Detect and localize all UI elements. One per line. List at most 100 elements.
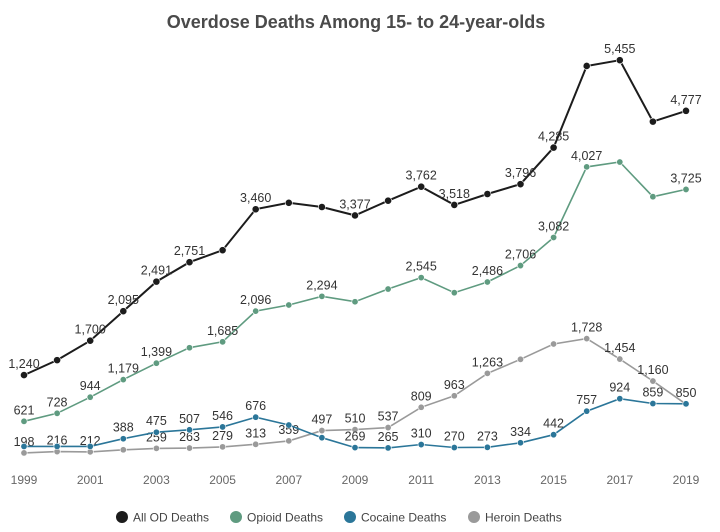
data-point	[252, 440, 260, 448]
data-point	[417, 441, 425, 449]
data-point	[252, 307, 260, 315]
data-point	[152, 277, 161, 286]
data-point	[20, 442, 28, 450]
data-label: 475	[146, 414, 167, 428]
data-label: 2,545	[406, 260, 437, 274]
data-label: 1,160	[637, 363, 668, 377]
x-tick-label: 1999	[11, 473, 38, 487]
data-point	[285, 421, 293, 429]
data-label: 310	[411, 427, 432, 441]
data-point	[616, 158, 624, 166]
data-point	[384, 444, 392, 452]
data-label: 859	[642, 386, 663, 400]
data-label: 2,491	[141, 264, 172, 278]
data-point	[450, 444, 458, 452]
data-point	[582, 62, 591, 70]
legend-marker	[468, 511, 480, 523]
data-label: 1,179	[108, 362, 139, 376]
data-label: 1,700	[75, 323, 106, 337]
data-label: 4,027	[571, 149, 602, 163]
data-label: 2,751	[174, 244, 205, 258]
data-label: 1,685	[207, 324, 238, 338]
x-tick-label: 2009	[342, 473, 369, 487]
data-point	[450, 289, 458, 297]
data-label: 4,285	[538, 130, 569, 144]
data-label: 507	[179, 412, 200, 426]
data-point	[152, 444, 160, 452]
legend-marker	[230, 511, 242, 523]
data-label: 1,399	[141, 345, 172, 359]
data-label: 4,777	[670, 93, 701, 107]
data-label: 279	[212, 429, 233, 443]
data-label: 442	[543, 417, 564, 431]
data-label: 334	[510, 425, 531, 439]
data-label: 3,796	[505, 166, 536, 180]
data-point	[616, 355, 624, 363]
data-label: 5,455	[604, 42, 635, 56]
data-label: 216	[47, 434, 68, 448]
data-point	[649, 400, 657, 408]
data-label: 2,706	[505, 248, 536, 262]
data-point	[583, 407, 591, 415]
data-point	[483, 369, 491, 377]
data-point	[450, 201, 459, 209]
data-point	[583, 335, 591, 343]
data-point	[351, 298, 359, 306]
data-point	[384, 424, 392, 432]
data-point	[285, 437, 293, 445]
data-label: 850	[676, 386, 697, 400]
data-label: 2,294	[306, 278, 337, 292]
data-point	[285, 301, 293, 309]
data-label: 3,725	[670, 171, 701, 185]
legend-label: Opioid Deaths	[247, 511, 323, 525]
data-point	[186, 344, 194, 352]
data-point	[20, 371, 28, 379]
data-label: 2,486	[472, 264, 503, 278]
data-label: 510	[345, 412, 366, 426]
data-point	[318, 434, 326, 442]
data-label: 497	[311, 413, 332, 427]
data-point	[417, 274, 425, 282]
data-point	[20, 417, 28, 425]
legend-label: All OD Deaths	[133, 511, 209, 525]
data-point	[53, 409, 61, 417]
data-point	[483, 443, 491, 451]
data-point	[384, 285, 392, 293]
data-point	[218, 246, 227, 255]
data-point	[483, 190, 492, 198]
data-point	[119, 435, 127, 443]
legend-item[interactable]: Heroin Deaths	[468, 511, 562, 525]
data-point	[649, 377, 657, 385]
data-point	[152, 428, 160, 436]
data-point	[251, 205, 260, 214]
data-point	[318, 292, 326, 300]
legend-item[interactable]: Cocaine Deaths	[344, 511, 446, 525]
data-point	[682, 106, 690, 115]
data-label: 3,082	[538, 219, 569, 233]
data-point	[86, 442, 94, 450]
data-label: 2,096	[240, 293, 271, 307]
series-cocaine-deaths: 388 475 507 546 676 269 265 310 270 273 334 442 757 9…	[20, 381, 690, 452]
x-tick-label: 2003	[143, 473, 170, 487]
data-label: 3,518	[439, 187, 470, 201]
legend-item[interactable]: All OD Deaths	[116, 511, 209, 525]
data-point	[152, 359, 160, 367]
legend-marker	[344, 511, 356, 523]
data-point	[119, 376, 127, 384]
data-point	[384, 196, 392, 205]
data-label: 273	[477, 429, 498, 443]
data-point	[119, 307, 128, 316]
data-point	[86, 393, 94, 401]
data-label: 388	[113, 421, 134, 435]
data-point	[550, 233, 558, 241]
data-point	[516, 439, 524, 447]
data-point	[550, 431, 558, 439]
legend-item[interactable]: Opioid Deaths	[230, 511, 323, 525]
data-label: 1,240	[8, 357, 39, 371]
data-point	[417, 403, 425, 411]
data-point	[186, 426, 194, 434]
x-tick-label: 2013	[474, 473, 501, 487]
